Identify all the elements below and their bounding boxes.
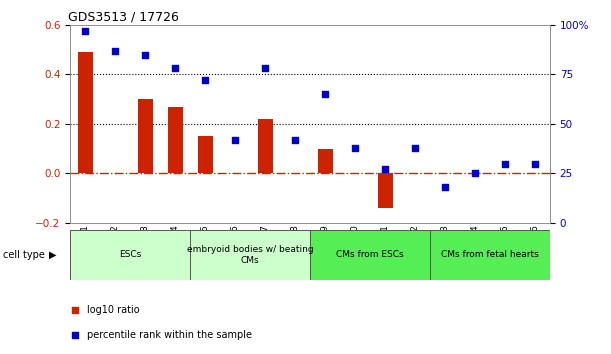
Point xyxy=(81,28,90,34)
FancyBboxPatch shape xyxy=(430,230,550,280)
FancyBboxPatch shape xyxy=(70,230,190,280)
Bar xyxy=(78,52,93,173)
Point xyxy=(530,161,540,166)
Text: percentile rank within the sample: percentile rank within the sample xyxy=(87,330,252,339)
Text: CMs from fetal hearts: CMs from fetal hearts xyxy=(441,250,539,259)
Point xyxy=(170,65,180,71)
Text: cell type: cell type xyxy=(3,250,45,260)
Point xyxy=(470,171,480,176)
Point xyxy=(230,137,240,143)
Bar xyxy=(167,107,183,173)
Text: ▶: ▶ xyxy=(49,250,56,260)
Point xyxy=(440,184,450,190)
FancyBboxPatch shape xyxy=(190,230,310,280)
Text: CMs from ESCs: CMs from ESCs xyxy=(336,250,404,259)
Text: log10 ratio: log10 ratio xyxy=(87,305,140,315)
FancyBboxPatch shape xyxy=(310,230,430,280)
Bar xyxy=(198,136,213,173)
Text: ESCs: ESCs xyxy=(119,250,141,259)
Point xyxy=(111,48,120,53)
Bar xyxy=(378,173,392,208)
Point xyxy=(320,91,330,97)
Point xyxy=(500,161,510,166)
Point xyxy=(410,145,420,150)
Point xyxy=(70,332,80,337)
Point xyxy=(350,145,360,150)
Point xyxy=(141,52,150,57)
Text: GDS3513 / 17726: GDS3513 / 17726 xyxy=(68,11,179,24)
Point xyxy=(200,78,210,83)
Point xyxy=(290,137,300,143)
Point xyxy=(260,65,270,71)
Bar xyxy=(258,119,273,173)
Bar xyxy=(137,99,153,173)
Point xyxy=(380,167,390,172)
Bar xyxy=(318,149,332,173)
Text: embryoid bodies w/ beating
CMs: embryoid bodies w/ beating CMs xyxy=(187,245,313,264)
Point xyxy=(70,307,80,313)
